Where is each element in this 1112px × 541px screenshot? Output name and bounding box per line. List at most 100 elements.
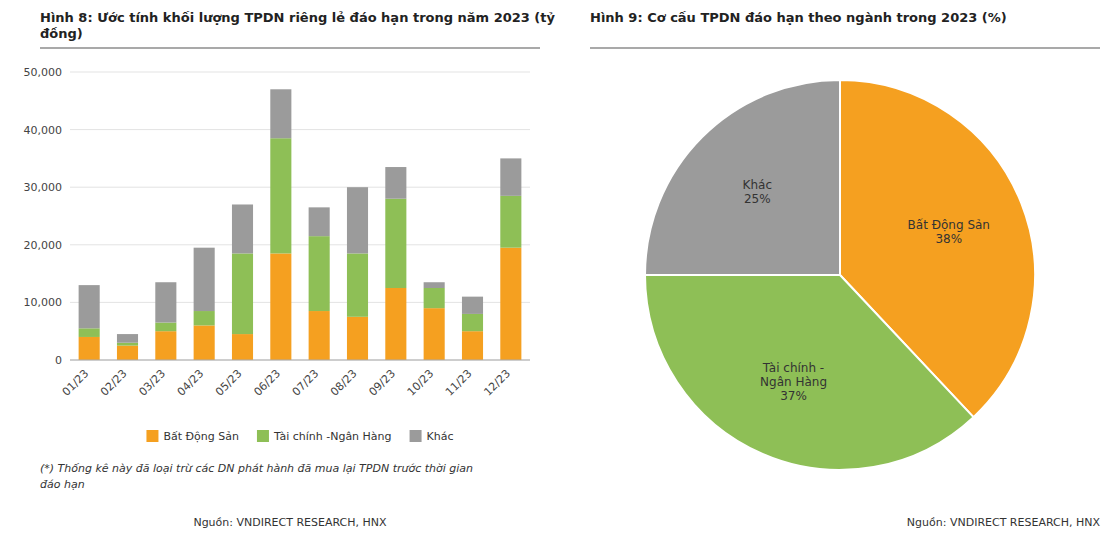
grid-line (70, 302, 530, 303)
x-tick-label: 06/23 (251, 367, 283, 399)
legend: Bất Động Sản Tài chính -Ngân Hàng Khác (146, 430, 453, 443)
bar-segment (347, 317, 368, 360)
title-rule (40, 47, 540, 48)
bar-segment (462, 314, 483, 331)
bar-segment (424, 308, 445, 360)
x-tick-label: 09/23 (366, 367, 398, 399)
x-tick-label: 01/23 (60, 367, 92, 399)
y-tick-label: 10,000 (24, 296, 63, 309)
text-line: Hình 9: Cơ cấu TPDN đáo hạn theo ngành t… (590, 10, 1007, 25)
bar-segment (194, 248, 215, 311)
bars (79, 89, 522, 360)
x-tick-label: 03/23 (136, 367, 168, 399)
bar-segment (462, 297, 483, 314)
grid-line (70, 72, 530, 73)
grid-line (70, 129, 530, 130)
grid-line (70, 244, 530, 245)
bar-segment (309, 236, 330, 311)
grid (70, 72, 530, 360)
text-line: (*) Thống kê này đã loại trừ các DN phát… (40, 462, 473, 475)
bar-segment (79, 328, 100, 337)
legend-swatch (257, 430, 269, 442)
chart-title: Hình 8: Ước tính khối lượng TPDN riêng l… (40, 10, 556, 41)
pie-slice (645, 80, 840, 275)
pie-label: Khác25% (743, 178, 772, 206)
footnote: (*) Thống kê này đã loại trừ các DN phát… (40, 462, 473, 491)
bar-segment (155, 323, 176, 332)
grid-line (70, 360, 530, 361)
x-tick-label: 08/23 (328, 367, 360, 399)
x-tick-label: 11/23 (443, 367, 475, 399)
title-rule (590, 47, 1100, 48)
bar-segment (347, 187, 368, 253)
bar-segment (309, 207, 330, 236)
y-tick-label: 40,000 (24, 124, 63, 137)
y-tick-label: 30,000 (24, 181, 63, 194)
chart-canvas: Hình 8: Ước tính khối lượng TPDN riêng l… (0, 0, 1112, 541)
bar-segment (232, 334, 253, 360)
y-tick-label: 0 (55, 354, 62, 367)
pie-label: Bất Động Sản38% (908, 218, 990, 246)
bar-segment (500, 158, 521, 195)
legend-label: Tài chính -Ngân Hàng (273, 430, 392, 443)
bar-segment (385, 199, 406, 288)
bar-segment (385, 167, 406, 199)
pie-label: Tài chính -Ngân Hàng37% (760, 361, 827, 403)
bar-segment (232, 253, 253, 334)
x-tick-label: 05/23 (213, 367, 245, 399)
text-line: Khác (743, 178, 772, 192)
pie (645, 80, 1035, 470)
bar-segment (347, 253, 368, 316)
text-line: Hình 8: Ước tính khối lượng TPDN riêng l… (40, 10, 556, 25)
text-line: Tài chính - (762, 361, 824, 375)
pie-value-label: 25% (744, 192, 771, 206)
pie-category: Bất Động Sản (908, 218, 990, 232)
bar-segment (194, 311, 215, 325)
bar-segment (309, 311, 330, 360)
pie-category: Tài chính -Ngân Hàng (760, 361, 827, 389)
x-tick-label: 07/23 (290, 367, 322, 399)
bar-segment (270, 89, 291, 138)
bar-segment (500, 196, 521, 248)
text-line: đồng) (40, 26, 83, 41)
bar-segment (462, 331, 483, 360)
bar-segment (117, 343, 138, 346)
grid-line (70, 187, 530, 188)
pie-labels: Bất Động Sản38% Tài chính -Ngân Hàng37% Kh… (743, 178, 990, 403)
text-line: Ngân Hàng (760, 375, 827, 389)
bar-segment (117, 334, 138, 343)
legend-label: Khác (427, 430, 454, 443)
pie-value-label: 38% (935, 232, 962, 246)
source: Nguồn: VNDIRECT RESEARCH, HNX (193, 516, 387, 529)
pie-category: Khác (743, 178, 772, 192)
x-axis (70, 360, 530, 361)
x-tick-label: 10/23 (405, 367, 437, 399)
pie-slice (645, 275, 973, 470)
bar-segment (79, 337, 100, 360)
bar-segment (194, 325, 215, 360)
bar-segment (232, 204, 253, 253)
bar-segment (155, 282, 176, 322)
bar-segment (270, 253, 291, 360)
bar-segment (385, 288, 406, 360)
bar-segment (79, 285, 100, 328)
text-line: Bất Động Sản (908, 218, 990, 232)
y-tick-label: 20,000 (24, 239, 63, 252)
bar-segment (500, 248, 521, 360)
y-tick-label: 50,000 (24, 66, 63, 79)
x-tick-label: 12/23 (481, 367, 513, 399)
chart-title: Hình 9: Cơ cấu TPDN đáo hạn theo ngành t… (590, 10, 1007, 25)
bar-segment (424, 288, 445, 308)
bar-segment (424, 282, 445, 288)
bar-segment (270, 138, 291, 253)
x-tick-label: 02/23 (98, 367, 130, 399)
legend-swatch (146, 430, 158, 442)
legend-label: Bất Động Sản (163, 430, 239, 443)
source: Nguồn: VNDIRECT RESEARCH, HNX (907, 516, 1101, 529)
legend-swatch (410, 430, 422, 442)
text-line: đáo hạn (40, 478, 85, 491)
bar-segment (117, 346, 138, 360)
bar-segment (155, 331, 176, 360)
x-tick-label: 04/23 (175, 367, 207, 399)
pie-value-label: 37% (780, 389, 807, 403)
